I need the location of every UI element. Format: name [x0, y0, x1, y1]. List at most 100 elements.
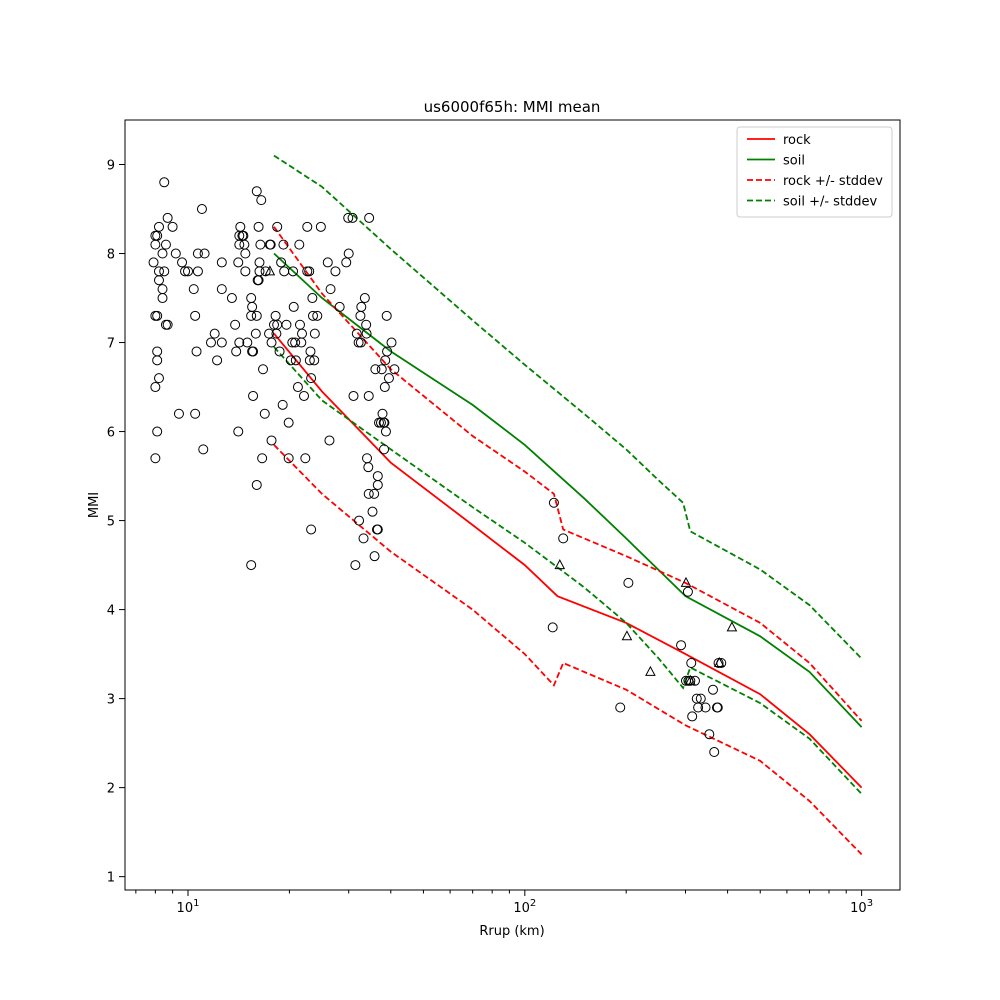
observation-circle [278, 239, 289, 250]
observation-circle [152, 355, 163, 366]
observation-circle [307, 293, 318, 304]
observation-circle [353, 337, 364, 348]
observation-circle [361, 328, 372, 339]
observation-circle [233, 257, 244, 268]
line-rock [273, 333, 863, 789]
observation-circle [152, 310, 163, 321]
observation-circle [686, 658, 697, 669]
observation-circle [297, 328, 308, 339]
y-tick-label: 8 [107, 248, 115, 263]
observation-circle [325, 284, 336, 295]
observation-circle [383, 373, 394, 384]
axes-layer: 101 102 103 1 2 3 4 5 6 7 8 9 [107, 159, 873, 916]
observation-circle [276, 257, 287, 268]
chart-title: us6000f65h: MMI mean [424, 98, 601, 116]
observation-circle [676, 640, 687, 651]
observation-circle [265, 239, 276, 250]
observation-circle [162, 212, 173, 223]
y-axis-label: MMI [87, 492, 102, 518]
observation-circle [180, 266, 191, 277]
plot-frame [124, 119, 901, 891]
observation-circle [312, 310, 323, 321]
observation-circle [248, 346, 259, 357]
observation-circle [369, 488, 380, 499]
observation-circle [191, 346, 202, 357]
observation-circle [363, 390, 374, 401]
observation-circle [250, 328, 261, 339]
y-tick-label: 6 [107, 426, 115, 441]
observation-circle [315, 221, 326, 232]
observation-circle [242, 337, 253, 348]
observation-circle [216, 337, 227, 348]
observation-circle [382, 346, 393, 357]
observation-circle [343, 248, 354, 259]
observation-circle [704, 729, 715, 740]
observation-circle [233, 426, 244, 437]
observation-circle [157, 293, 168, 304]
observation-circle [254, 266, 265, 277]
observation-circle [251, 186, 262, 197]
observation-circle [363, 488, 374, 499]
observation-triangle [684, 674, 696, 685]
observation-circle [153, 275, 164, 286]
observation-circle [376, 364, 387, 375]
observation-circle [188, 284, 199, 295]
observation-circle [183, 266, 194, 277]
observation-circle [196, 204, 207, 215]
observation-circle [356, 301, 367, 312]
observation-circle [152, 426, 163, 437]
x-tick-label: 101 [177, 898, 200, 916]
observation-circle [379, 382, 390, 393]
observation-circle [274, 346, 285, 357]
observation-circle [355, 337, 366, 348]
x-tick-label: 102 [513, 898, 536, 916]
observation-circle [294, 239, 305, 250]
observation-circle [256, 195, 267, 206]
observation-circle [300, 453, 311, 464]
observation-circle [272, 221, 283, 232]
observation-circle [306, 524, 317, 535]
observation-circle [623, 577, 634, 588]
observation-circle [379, 444, 390, 455]
observation-circle [709, 747, 720, 758]
observation-circle [288, 301, 299, 312]
observation-circle [209, 328, 220, 339]
observation-circle [358, 533, 369, 544]
legend-label: soil +/- stddev [783, 195, 878, 210]
observation-triangle [645, 665, 656, 676]
observation-circle [687, 711, 698, 722]
observation-circle [253, 221, 264, 232]
observation-circle [150, 239, 161, 250]
observation-circle [259, 408, 270, 419]
observation-circle [290, 355, 301, 366]
observation-circle [334, 301, 345, 312]
observation-circle [159, 177, 170, 188]
observation-circle [160, 239, 171, 250]
observation-circle [389, 364, 400, 375]
observation-circle [348, 390, 359, 401]
observation-circle [257, 453, 268, 464]
observation-circle [558, 533, 569, 544]
y-tick-label: 3 [107, 693, 115, 708]
observation-circle [330, 266, 341, 277]
line-rock-stddev [273, 226, 863, 722]
observation-circle [292, 382, 303, 393]
observation-circle [212, 355, 223, 366]
observation-circle [260, 266, 271, 277]
observation-circle [299, 390, 310, 401]
observation-circle [359, 293, 370, 304]
observation-circle [246, 560, 257, 571]
observation-circle [190, 310, 201, 321]
observation-circle [695, 693, 706, 704]
observation-circle [198, 444, 209, 455]
observation-triangle [264, 265, 276, 276]
observation-circle [277, 399, 288, 410]
observation-circle [239, 239, 250, 250]
observation-circle [343, 212, 354, 223]
observation-circle [167, 221, 178, 232]
observation-circle [305, 346, 316, 357]
observation-circle [153, 373, 164, 384]
observation-circle [266, 435, 277, 446]
observation-circle [367, 506, 378, 517]
